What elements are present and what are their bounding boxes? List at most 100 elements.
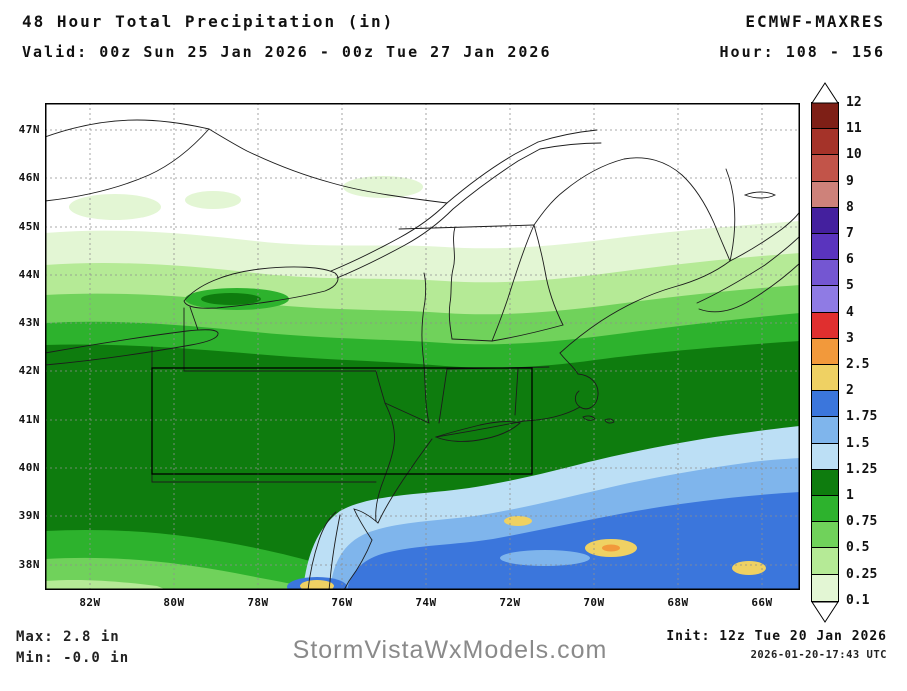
header-left: 48 Hour Total Precipitation (in) Valid: … xyxy=(22,12,551,61)
niagara-river xyxy=(189,306,199,331)
lon-tick-label-78W: 78W xyxy=(247,596,269,609)
lake-ontario xyxy=(183,266,339,309)
colorbar-segment xyxy=(811,128,839,157)
colorbar-label-3: 3 xyxy=(846,330,854,346)
colorbar-segment xyxy=(811,206,839,235)
lon-tick-label-66W: 66W xyxy=(751,596,773,609)
colorbar-label-7: 7 xyxy=(846,226,854,241)
colorbar-segment xyxy=(811,494,839,524)
colorbar-label-6: 6 xyxy=(846,252,854,268)
maine-quebec-border xyxy=(533,157,731,262)
colorbar-segment xyxy=(811,573,839,602)
colorbar-arrow-up xyxy=(811,82,839,104)
colorbar-label-5: 5 xyxy=(846,278,854,294)
gridlines xyxy=(45,103,800,590)
lon-tick-label-74W: 74W xyxy=(415,596,437,609)
colorbar-segment xyxy=(811,259,839,288)
max-value: Max: 2.8 in xyxy=(16,629,120,645)
colorbar-segment xyxy=(811,154,839,183)
colorbar-segment xyxy=(811,232,839,262)
connecticut-river xyxy=(491,224,535,342)
forecast-hour-range: Hour: 108 - 156 xyxy=(719,43,885,61)
colorbar-label-0.75: 0.75 xyxy=(846,514,878,530)
header-right: ECMWF-MAXRES Hour: 108 - 156 xyxy=(720,12,885,61)
colorbar-segment xyxy=(811,285,839,314)
nantucket xyxy=(604,418,615,424)
lat-tick-label-42N: 42N xyxy=(18,364,40,377)
colorbar-arrow-down xyxy=(811,601,839,623)
long-island xyxy=(434,421,521,442)
colorbar-segment xyxy=(811,468,839,497)
colorbar-label-1: 1 xyxy=(846,488,854,503)
colorbar-segment xyxy=(811,311,839,340)
colorbar-segment xyxy=(811,101,839,131)
colorbar-label-9: 9 xyxy=(846,173,854,189)
init-block: Init: 12z Tue 20 Jan 2026 2026-01-20-17:… xyxy=(666,629,887,661)
colorbar-segment xyxy=(811,337,839,366)
lat-tick-label-41N: 41N xyxy=(18,413,40,426)
colorbar-segment xyxy=(811,180,839,209)
colorbar-label-10: 10 xyxy=(846,147,862,163)
delaware-bay xyxy=(353,508,379,541)
colorbar-label-8: 8 xyxy=(846,199,854,215)
precip-fill-layer xyxy=(45,103,800,590)
new-jersey-coastline xyxy=(377,438,433,524)
bay-of-fundy xyxy=(729,210,800,262)
prince-edward-island xyxy=(743,191,777,199)
lat-tick-label-44N: 44N xyxy=(18,268,40,281)
lon-tick-label-68W: 68W xyxy=(667,596,689,609)
valid-time-range: Valid: 00z Sun 25 Jan 2026 - 00z Tue 27 … xyxy=(22,43,552,61)
init-time: Init: 12z Tue 20 Jan 2026 xyxy=(666,629,887,644)
colorbar-segment xyxy=(811,416,839,445)
cape-cod-coastline xyxy=(559,352,599,410)
colorbar-label-1.25: 1.25 xyxy=(846,461,878,477)
colorbar-segment xyxy=(811,547,839,576)
lat-tick-label-43N: 43N xyxy=(18,316,40,329)
lat-tick-label-47N: 47N xyxy=(18,123,40,136)
colorbar-segment xyxy=(811,390,839,419)
hudson-river xyxy=(421,272,430,424)
lake-champlain xyxy=(448,226,456,340)
chesapeake-bay xyxy=(307,511,337,590)
lon-tick-label-70W: 70W xyxy=(583,596,605,609)
colorbar-segment xyxy=(811,442,839,471)
watermark: StormVistaWxModels.com xyxy=(292,636,608,664)
st-lawrence-river xyxy=(330,141,539,272)
lat-tick-label-40N: 40N xyxy=(18,461,40,474)
colorbar-label-4: 4 xyxy=(846,304,854,320)
colorbar-label-2: 2 xyxy=(846,383,854,399)
me-nh-border xyxy=(533,224,564,326)
marthas-vineyard xyxy=(582,415,596,421)
lon-tick-label-82W: 82W xyxy=(79,596,101,609)
page-title: 48 Hour Total Precipitation (in) xyxy=(22,12,395,31)
extremes-block: Max: 2.8 in Min: -0.0 in xyxy=(16,627,129,669)
colorbar-label-11: 11 xyxy=(846,121,862,137)
maine-coastline xyxy=(559,260,731,354)
colorbar-label-0.1: 0.1 xyxy=(846,592,870,608)
colorbar-label-1.5: 1.5 xyxy=(846,435,870,451)
us-canada-border xyxy=(398,224,535,230)
nova-scotia xyxy=(696,235,800,304)
model-name: ECMWF-MAXRES xyxy=(745,12,885,31)
colorbar-segment xyxy=(811,521,839,550)
lon-tick-label-76W: 76W xyxy=(331,596,353,609)
lon-tick-label-72W: 72W xyxy=(499,596,521,609)
me-nb-border xyxy=(725,168,736,262)
colorbar-label-0.5: 0.5 xyxy=(846,540,870,556)
colorbar-label-1.75: 1.75 xyxy=(846,409,878,425)
generated-timestamp: 2026-01-20-17:43 UTC xyxy=(750,649,887,661)
min-value: Min: -0.0 in xyxy=(16,650,130,666)
lat-tick-label-39N: 39N xyxy=(18,509,40,522)
lake-erie xyxy=(45,329,219,366)
lat-tick-label-46N: 46N xyxy=(18,171,40,184)
precipitation-map xyxy=(45,103,800,590)
ottawa-river xyxy=(208,128,448,204)
delaware-river xyxy=(375,402,395,522)
map-frame xyxy=(45,103,800,590)
colorbar-segment xyxy=(811,363,839,393)
colorbar-label-12: 12 xyxy=(846,95,862,110)
colorbar-label-0.25: 0.25 xyxy=(846,566,878,582)
lon-tick-label-80W: 80W xyxy=(163,596,185,609)
